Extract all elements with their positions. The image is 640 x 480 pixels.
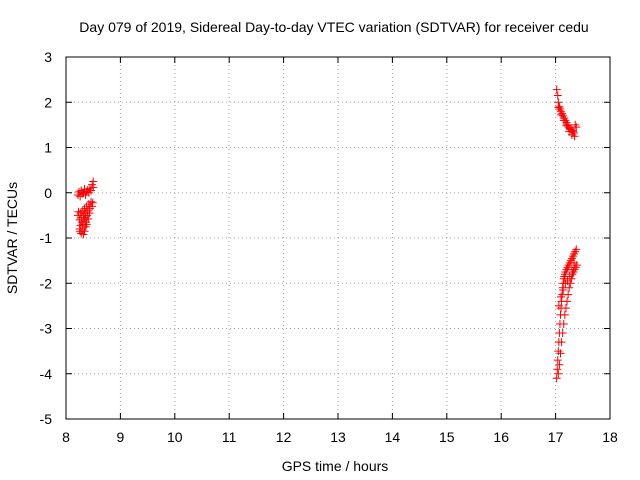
data-point bbox=[89, 177, 98, 186]
series-3 bbox=[552, 245, 581, 383]
data-point bbox=[559, 286, 568, 295]
data-point bbox=[557, 338, 566, 347]
data-point bbox=[552, 85, 561, 94]
y-axis-label: SDTVAR / TECUs bbox=[4, 182, 20, 294]
data-point bbox=[560, 310, 569, 319]
x-axis-label: GPS time / hours bbox=[282, 458, 389, 474]
x-axis: 8 9 10 11 12 13 14 15 16 17 18 bbox=[62, 57, 618, 445]
data-point bbox=[563, 276, 572, 285]
data-point bbox=[552, 374, 561, 383]
data-point bbox=[554, 369, 563, 378]
data-point bbox=[553, 356, 562, 365]
y-tick-label: -1 bbox=[40, 230, 53, 246]
y-tick-label: -2 bbox=[40, 275, 53, 291]
grid-lines bbox=[66, 57, 610, 419]
x-tick-label: 11 bbox=[222, 429, 237, 445]
data-point bbox=[82, 220, 91, 229]
data-point bbox=[557, 292, 566, 301]
x-tick-label: 13 bbox=[330, 429, 346, 445]
data-point bbox=[567, 265, 576, 274]
data-point bbox=[563, 297, 572, 306]
data-point bbox=[572, 245, 581, 254]
data-point bbox=[555, 360, 564, 369]
data-point bbox=[561, 304, 570, 313]
data-point bbox=[79, 230, 88, 239]
x-tick-label: 10 bbox=[167, 429, 183, 445]
data-point bbox=[85, 209, 94, 218]
x-tick-label: 8 bbox=[62, 429, 70, 445]
data-point bbox=[78, 189, 87, 198]
x-tick-label: 16 bbox=[493, 429, 509, 445]
data-point bbox=[570, 132, 579, 141]
y-tick-label: -3 bbox=[40, 321, 53, 337]
data-point bbox=[559, 116, 568, 125]
data-point bbox=[565, 272, 574, 281]
y-tick-label: 3 bbox=[44, 49, 52, 65]
data-point bbox=[562, 121, 571, 130]
data-point bbox=[564, 290, 573, 299]
y-tick-label: 2 bbox=[44, 94, 52, 110]
data-point bbox=[567, 274, 576, 283]
data-point bbox=[84, 214, 93, 223]
data-point bbox=[87, 197, 96, 206]
data-point bbox=[88, 198, 97, 207]
data-point bbox=[556, 349, 565, 358]
x-tick-label: 14 bbox=[385, 429, 401, 445]
data-point bbox=[559, 319, 568, 328]
y-tick-label: 1 bbox=[44, 140, 52, 156]
x-tick-label: 17 bbox=[548, 429, 564, 445]
data-point bbox=[559, 274, 568, 283]
data-point bbox=[553, 91, 562, 100]
data-point bbox=[570, 258, 579, 267]
y-tick-label: -4 bbox=[40, 366, 53, 382]
data-point bbox=[572, 123, 581, 132]
data-point bbox=[553, 365, 562, 374]
data-points bbox=[73, 85, 581, 383]
data-point bbox=[88, 202, 97, 211]
x-tick-label: 9 bbox=[117, 429, 125, 445]
data-point bbox=[557, 110, 566, 119]
y-axis: -5 -4 -3 -2 -1 0 1 2 3 bbox=[40, 49, 610, 427]
data-point bbox=[554, 301, 563, 310]
series-1 bbox=[73, 177, 98, 239]
chart-title: Day 079 of 2019, Sidereal Day-to-day VTE… bbox=[79, 19, 588, 35]
x-tick-label: 15 bbox=[439, 429, 455, 445]
series-2 bbox=[552, 85, 581, 141]
x-tick-label: 18 bbox=[602, 429, 618, 445]
data-point bbox=[558, 329, 567, 338]
x-tick-label: 12 bbox=[276, 429, 292, 445]
data-point bbox=[554, 103, 563, 112]
y-tick-label: -5 bbox=[40, 411, 53, 427]
data-point bbox=[80, 227, 89, 236]
data-point bbox=[565, 283, 574, 292]
y-tick-label: 0 bbox=[44, 185, 52, 201]
